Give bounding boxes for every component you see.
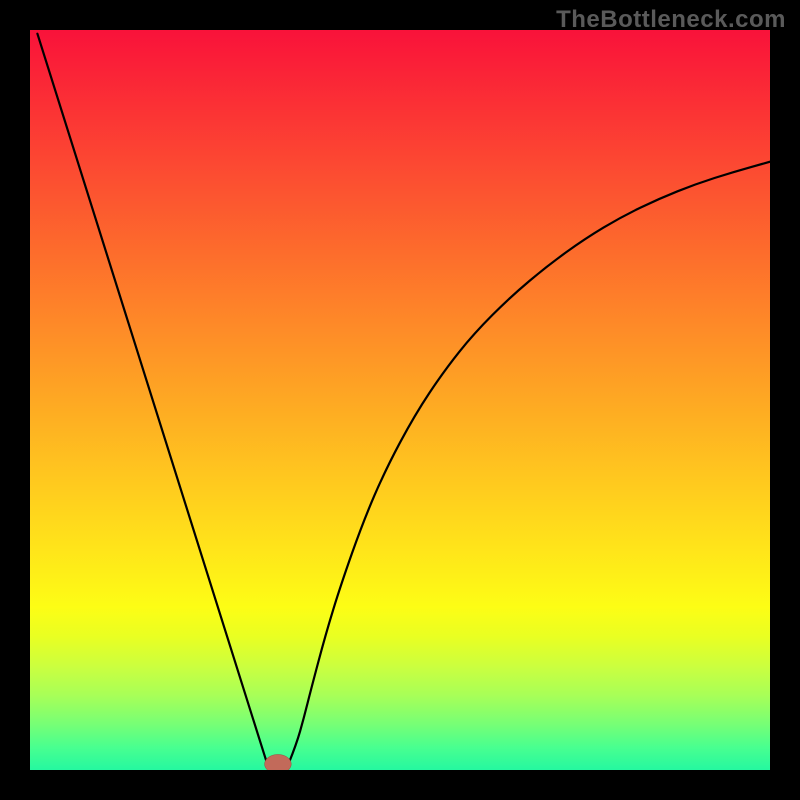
- chart-background: [30, 30, 770, 770]
- chart-area: [30, 30, 770, 770]
- watermark-text: TheBottleneck.com: [556, 6, 786, 34]
- bottleneck-chart: [30, 30, 770, 770]
